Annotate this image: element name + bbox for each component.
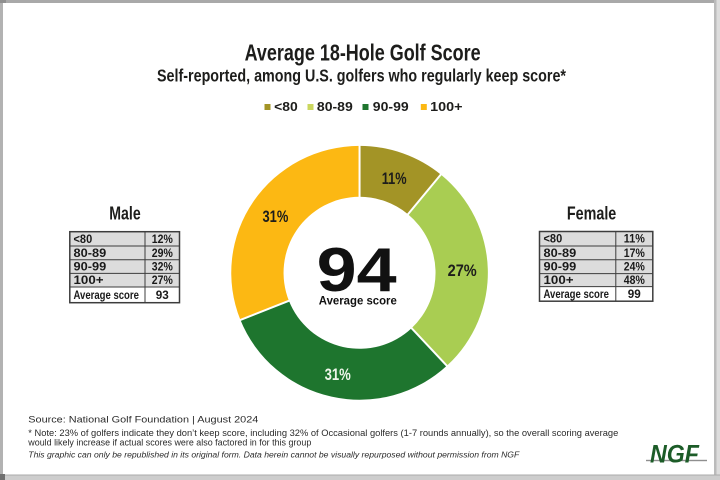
svg-text:12%: 12% [152, 234, 173, 246]
svg-text:90-99: 90-99 [544, 262, 577, 274]
svg-text:Female: Female [567, 204, 616, 224]
svg-text:99: 99 [628, 289, 641, 301]
svg-text:27%: 27% [448, 261, 477, 280]
svg-text:100+: 100+ [74, 275, 104, 287]
svg-text:11%: 11% [624, 234, 645, 246]
svg-text:Average 18-Hole Golf Score: Average 18-Hole Golf Score [245, 40, 481, 66]
svg-text:27%: 27% [152, 275, 173, 287]
svg-text:17%: 17% [624, 248, 645, 260]
svg-text:<80: <80 [74, 234, 93, 246]
svg-text:24%: 24% [624, 262, 645, 274]
svg-text:32%: 32% [152, 262, 173, 274]
svg-text:100+: 100+ [544, 275, 574, 287]
svg-text:80-89: 80-89 [317, 100, 353, 114]
svg-text:<80: <80 [274, 100, 298, 114]
svg-text:90-99: 90-99 [74, 262, 107, 274]
svg-text:This graphic can only be repub: This graphic can only be republished in … [28, 449, 520, 459]
svg-text:29%: 29% [152, 248, 173, 260]
svg-text:31%: 31% [325, 365, 351, 384]
svg-text:Male: Male [109, 204, 140, 224]
svg-text:Source: National Golf Foundati: Source: National Golf Foundation | Augus… [28, 415, 258, 425]
svg-text:NGF: NGF [650, 441, 700, 469]
svg-text:* Note: 23% of golfers indicat: * Note: 23% of golfers indicate they don… [28, 428, 618, 438]
svg-text:100+: 100+ [430, 100, 462, 114]
svg-text:48%: 48% [624, 275, 645, 287]
svg-text:80-89: 80-89 [74, 248, 107, 260]
svg-text:90-99: 90-99 [373, 100, 409, 114]
svg-text:93: 93 [156, 290, 169, 302]
svg-text:Average score: Average score [544, 289, 609, 301]
svg-text:Average score: Average score [74, 290, 139, 302]
svg-text:94: 94 [317, 235, 397, 305]
svg-text:would likely increase if actua: would likely increase if actual scores w… [27, 437, 311, 447]
svg-text:11%: 11% [382, 169, 407, 188]
svg-text:Average score: Average score [319, 296, 397, 308]
svg-text:80-89: 80-89 [544, 248, 577, 260]
svg-text:Self-reported, among U.S. golf: Self-reported, among U.S. golfers who re… [157, 65, 566, 85]
svg-text:<80: <80 [544, 234, 563, 246]
svg-text:31%: 31% [263, 207, 289, 226]
